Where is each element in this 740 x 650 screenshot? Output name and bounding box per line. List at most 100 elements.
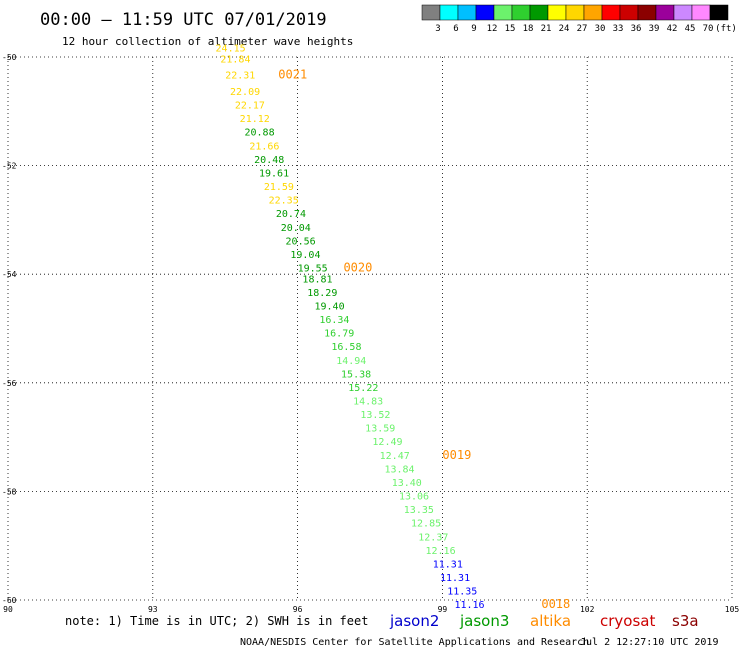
satellite-name-jason3: jason3 — [459, 612, 509, 630]
wave-height-label: 22.31 — [225, 71, 255, 82]
wave-height-label: 14.94 — [336, 356, 366, 367]
y-tick-label: -50 — [2, 53, 17, 62]
wave-height-label: 19.55 — [298, 263, 328, 274]
wave-height-label: 18.81 — [302, 274, 332, 285]
wave-height-label: 12.47 — [380, 451, 410, 462]
wave-height-label: 21.59 — [264, 182, 294, 193]
scale-swatch — [619, 4, 639, 21]
scale-swatch — [637, 4, 657, 21]
wave-height-label: 19.04 — [290, 250, 320, 261]
wave-height-label: 20.74 — [276, 209, 306, 220]
wave-height-label: 11.31 — [433, 559, 463, 570]
wave-height-label: 11.16 — [454, 600, 484, 611]
track-label: 0018 — [541, 597, 570, 611]
x-tick-label: 105 — [725, 605, 740, 614]
scale-label: 36 — [631, 24, 642, 34]
satellite-name-jason2: jason2 — [389, 612, 439, 630]
scale-label: 27 — [577, 24, 588, 34]
wave-height-label: 19.40 — [314, 301, 344, 312]
scale-label: 45 — [685, 24, 696, 34]
wave-height-label: 21.66 — [249, 141, 279, 152]
scale-label: 33 — [613, 24, 624, 34]
scale-label: 6 — [453, 24, 458, 34]
plot-grid — [7, 56, 733, 601]
wave-height-label: 11.35 — [447, 587, 477, 598]
wave-height-label: 13.52 — [360, 410, 390, 421]
scale-label: 21 — [541, 24, 552, 34]
scale-swatch — [547, 4, 567, 21]
scale-label: 39 — [649, 24, 660, 34]
x-tick-label: 93 — [148, 605, 158, 614]
scale-swatch — [601, 4, 621, 21]
wave-height-label: 20.04 — [281, 223, 311, 234]
x-tick-label: 102 — [580, 605, 595, 614]
y-tick-label: -54 — [2, 270, 17, 279]
wave-height-label: 24.15 — [216, 44, 246, 55]
scale-label: 15 — [505, 24, 516, 34]
scale-swatch — [529, 4, 549, 21]
wave-height-label: 15.38 — [341, 369, 371, 380]
y-tick-label: -60 — [2, 596, 17, 605]
scale-label: 70 — [703, 24, 714, 34]
y-tick-label: -56 — [2, 379, 17, 388]
satellite-name-altika: altika — [530, 612, 571, 630]
x-tick-label: 99 — [438, 605, 448, 614]
scale-label: 9 — [471, 24, 476, 34]
axis-ticks: 90 93 96 99 102 105 -50 -52 -54 -56 -58 -60 — [2, 53, 739, 614]
scale-label: (ft) — [715, 24, 737, 34]
x-tick-label: 90 — [3, 605, 13, 614]
scale-swatch — [421, 4, 441, 21]
scale-label: 30 — [595, 24, 606, 34]
wave-height-label: 18.29 — [307, 288, 337, 299]
wave-height-label: 22.17 — [235, 101, 265, 112]
wave-height-label: 16.58 — [331, 342, 361, 353]
wave-height-label: 20.48 — [254, 155, 284, 166]
wave-height-label: 12.49 — [372, 437, 402, 448]
chart-subtitle: 12 hour collection of altimeter wave hei… — [62, 35, 353, 48]
scale-swatch — [439, 4, 459, 21]
wave-height-label: 22.35 — [269, 196, 299, 207]
scale-swatch — [457, 4, 477, 21]
satellite-name-s3a: s3a — [672, 612, 699, 630]
wave-height-label: 19.61 — [259, 168, 289, 179]
track-label: 0020 — [343, 260, 372, 274]
scale-swatch — [673, 4, 693, 21]
wave-height-label: 12.37 — [418, 532, 448, 543]
wave-height-label: 12.16 — [426, 546, 456, 557]
y-tick-label: -52 — [2, 162, 17, 171]
wave-height-label: 15.22 — [348, 383, 378, 394]
wave-height-label: 13.40 — [392, 478, 422, 489]
track-label: 0021 — [278, 68, 307, 82]
scale-swatch — [511, 4, 531, 21]
scale-swatch — [475, 4, 495, 21]
wave-height-label: 11.31 — [440, 573, 470, 584]
wave-height-label: 13.59 — [365, 424, 395, 435]
scale-label: 42 — [667, 24, 678, 34]
wave-height-label: 13.06 — [399, 492, 429, 503]
footer-timestamp: Jul 2 12:27:10 UTC 2019 — [580, 637, 718, 648]
scale-swatch — [583, 4, 603, 21]
wave-height-label: 16.79 — [324, 329, 354, 340]
chart-title: 00:00 – 11:59 UTC 07/01/2019 — [40, 10, 327, 30]
scale-label: 24 — [559, 24, 570, 34]
scale-swatch — [691, 4, 711, 21]
satellite-name-cryosat: cryosat — [600, 612, 655, 630]
scale-swatch — [565, 4, 585, 21]
wave-height-label: 21.12 — [240, 114, 270, 125]
wave-height-label: 13.84 — [384, 464, 414, 475]
track-labels: 0021 0020 0019 0018 — [278, 68, 570, 611]
wave-height-label: 21.84 — [220, 54, 250, 65]
color-scale-legend: 3 6 9 12 15 18 21 24 27 30 33 36 39 42 45 70 (ft) — [421, 4, 737, 34]
wave-height-label: 12.85 — [411, 519, 441, 530]
x-tick-label: 96 — [293, 605, 303, 614]
wave-height-label: 20.56 — [286, 236, 316, 247]
scale-swatch — [655, 4, 675, 21]
wave-height-label: 20.88 — [245, 128, 275, 139]
scale-swatch — [493, 4, 513, 21]
wave-height-label: 16.34 — [319, 315, 349, 326]
wave-height-label: 22.09 — [230, 87, 260, 98]
scale-swatch — [709, 4, 729, 21]
scale-label: 18 — [523, 24, 534, 34]
